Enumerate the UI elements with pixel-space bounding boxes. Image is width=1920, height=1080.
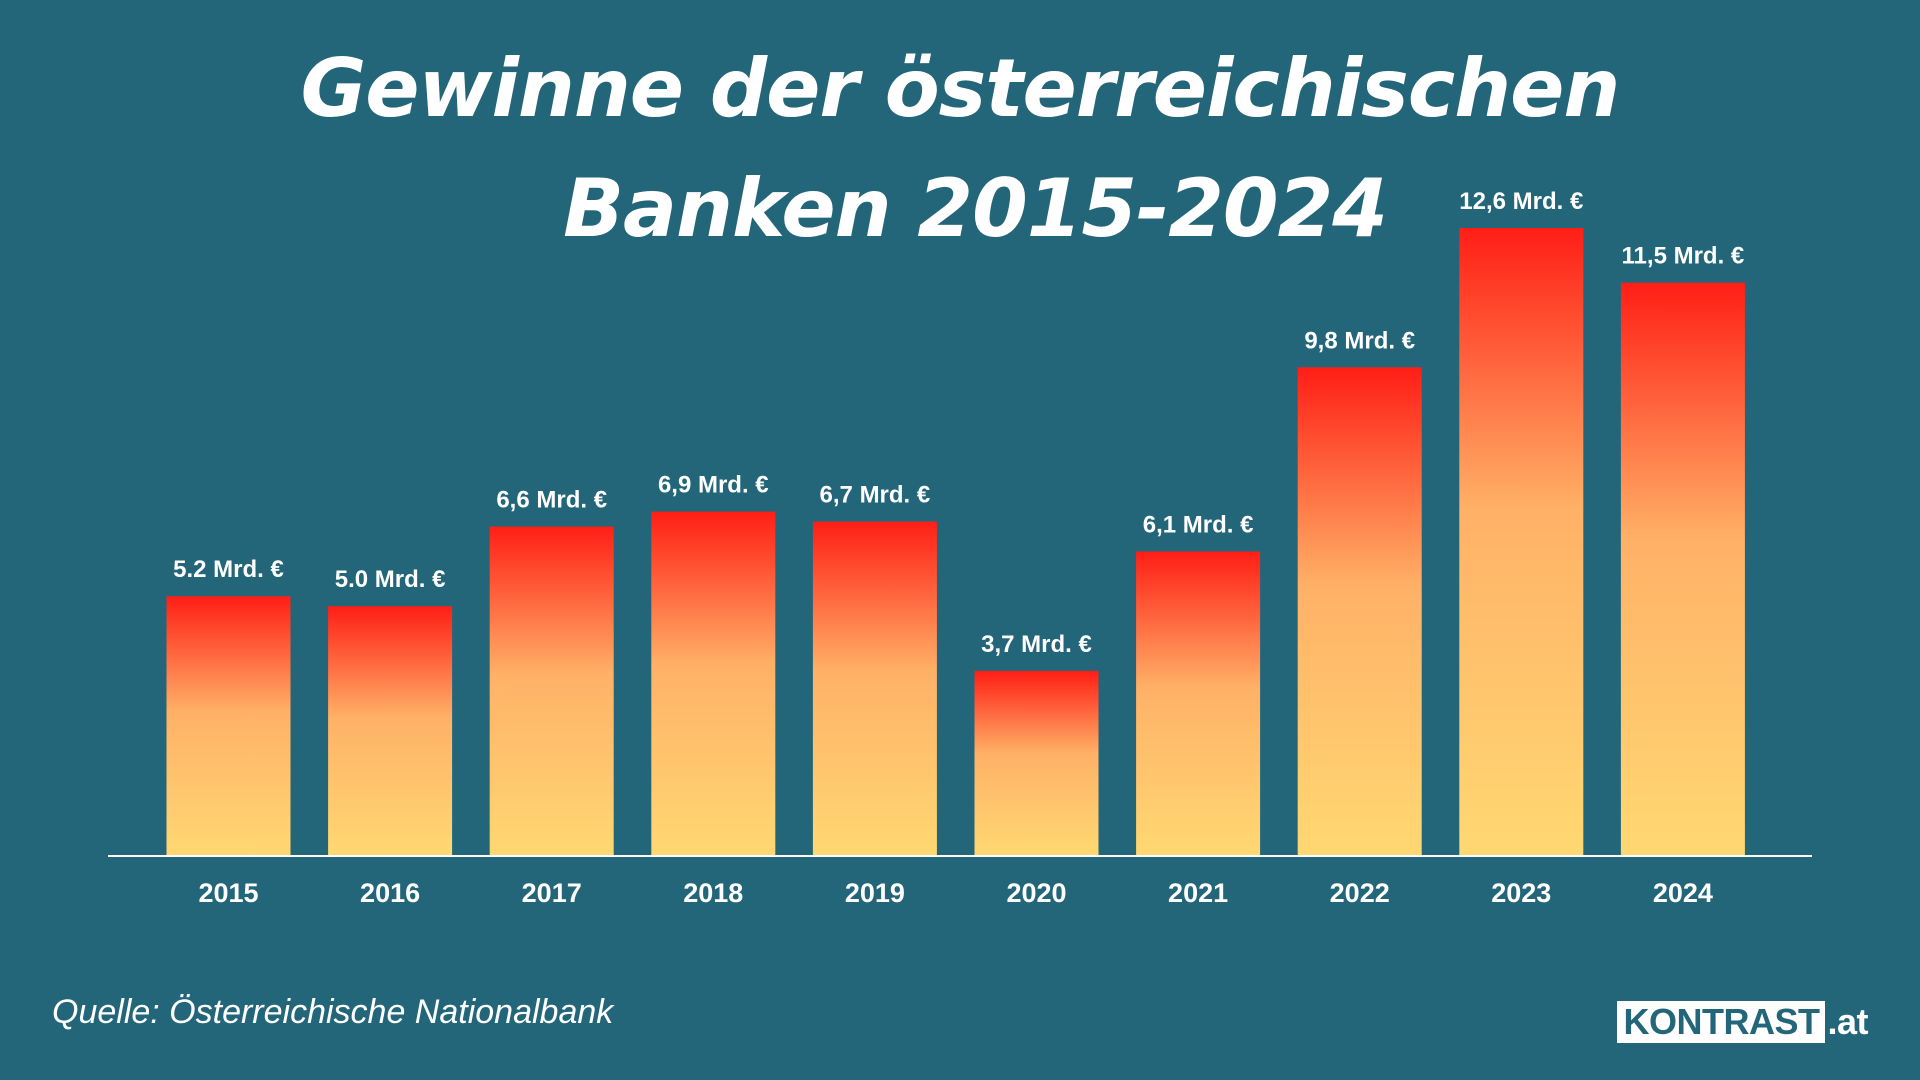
data-label-2019: 6,7 Mrd. € xyxy=(820,482,931,509)
x-tick-label-2019: 2019 xyxy=(845,878,905,908)
bar-2015 xyxy=(166,596,291,855)
bar-2020 xyxy=(974,670,1099,855)
chart-title-line1: Gewinne der österreichischen xyxy=(300,42,1621,135)
bar-2018 xyxy=(651,511,776,855)
brand-suffix: .at xyxy=(1827,1001,1868,1042)
bar-2024 xyxy=(1620,282,1745,855)
bar-2022 xyxy=(1297,367,1422,855)
x-tick-label-2015: 2015 xyxy=(198,878,258,908)
data-label-2018: 6,9 Mrd. € xyxy=(658,472,769,499)
x-tick-label-2018: 2018 xyxy=(683,878,743,908)
x-tick-label-2021: 2021 xyxy=(1168,878,1228,908)
bar-2019 xyxy=(812,521,937,855)
data-label-2015: 5.2 Mrd. € xyxy=(173,556,284,583)
x-tick-label-2020: 2020 xyxy=(1006,878,1066,908)
data-label-2021: 6,1 Mrd. € xyxy=(1143,512,1254,539)
data-label-2022: 9,8 Mrd. € xyxy=(1304,327,1415,354)
x-tick-label-2022: 2022 xyxy=(1330,878,1390,908)
data-label-2023: 12,6 Mrd. € xyxy=(1459,188,1583,215)
brand-logo[interactable]: KONTRAST .at xyxy=(1617,1001,1868,1043)
data-label-2017: 6,6 Mrd. € xyxy=(496,487,607,514)
x-tick-label-2023: 2023 xyxy=(1491,878,1551,908)
data-label-2016: 5.0 Mrd. € xyxy=(335,566,446,593)
chart-title-line2: Banken 2015-2024 xyxy=(563,162,1388,255)
data-label-2020: 3,7 Mrd. € xyxy=(981,631,1092,658)
x-tick-label-2017: 2017 xyxy=(522,878,582,908)
source-note: Quelle: Österreichische Nationalbank xyxy=(52,993,614,1031)
bar-2021 xyxy=(1136,551,1261,855)
bar-2023 xyxy=(1459,228,1584,855)
labels-group: 5.2 Mrd. € 2015 5.0 Mrd. € 2016 6,6 Mrd. € 20… xyxy=(173,188,1744,908)
bar-2017 xyxy=(489,526,614,855)
bars-group xyxy=(166,228,1745,855)
brand-name: KONTRAST xyxy=(1617,1001,1826,1043)
data-label-2024: 11,5 Mrd. € xyxy=(1622,243,1745,270)
x-tick-label-2024: 2024 xyxy=(1653,878,1713,908)
bar-2016 xyxy=(328,606,453,855)
x-tick-label-2016: 2016 xyxy=(360,878,420,908)
